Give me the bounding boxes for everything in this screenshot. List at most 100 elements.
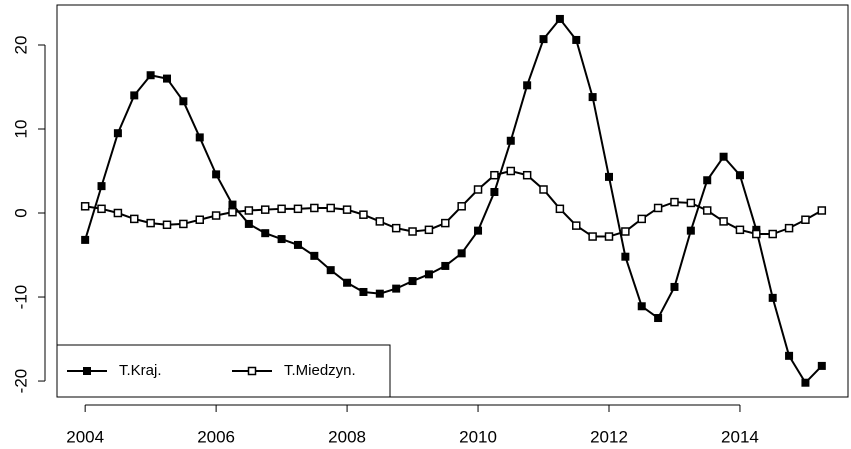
data-point xyxy=(113,129,122,138)
data-point xyxy=(490,170,499,180)
data-point xyxy=(703,176,712,185)
data-point xyxy=(539,35,548,44)
data-point xyxy=(359,287,368,296)
data-point xyxy=(211,211,221,220)
data-point xyxy=(277,204,286,214)
data-point xyxy=(310,251,319,260)
data-point xyxy=(539,185,548,194)
data-point xyxy=(588,232,597,241)
data-point xyxy=(686,226,695,235)
data-point xyxy=(523,81,532,90)
data-point xyxy=(261,229,270,238)
y-tick-label: 0 xyxy=(11,208,30,217)
data-point xyxy=(572,221,581,230)
data-point xyxy=(784,223,794,233)
legend-label: T.Kraj. xyxy=(119,362,162,379)
data-point xyxy=(244,206,254,215)
data-point xyxy=(326,203,335,213)
x-tick-label: 2014 xyxy=(721,427,759,446)
data-point xyxy=(801,378,810,387)
data-point xyxy=(686,198,696,208)
data-point xyxy=(195,133,204,142)
y-tick-label: 10 xyxy=(11,120,30,139)
data-point xyxy=(260,205,270,214)
data-point xyxy=(228,200,237,209)
data-point xyxy=(146,71,155,80)
data-point xyxy=(604,232,614,241)
data-point xyxy=(228,207,237,217)
data-point xyxy=(81,235,90,244)
data-point xyxy=(621,252,630,261)
data-point xyxy=(441,218,450,228)
data-point xyxy=(97,204,106,214)
x-tick-label: 2012 xyxy=(590,427,628,446)
data-point xyxy=(785,351,794,360)
data-point xyxy=(244,219,253,228)
data-point xyxy=(130,91,139,100)
data-point xyxy=(146,218,155,228)
data-point xyxy=(670,197,679,207)
data-point xyxy=(801,215,810,224)
data-point xyxy=(490,188,499,197)
data-point xyxy=(555,14,564,23)
data-point xyxy=(637,302,646,311)
data-point xyxy=(457,249,466,258)
data-point xyxy=(424,225,434,235)
data-point xyxy=(342,205,352,214)
data-point xyxy=(735,171,744,180)
data-point xyxy=(326,266,335,275)
data-point xyxy=(343,278,352,287)
data-point xyxy=(817,361,826,370)
data-point xyxy=(735,225,745,235)
y-tick-label: -20 xyxy=(11,369,30,394)
data-point xyxy=(474,226,483,235)
data-point xyxy=(457,202,466,211)
data-point xyxy=(604,172,613,181)
data-point xyxy=(80,202,90,211)
series-line xyxy=(84,17,823,385)
series-line xyxy=(85,169,823,238)
data-point xyxy=(506,136,515,145)
data-point xyxy=(588,93,597,102)
data-point xyxy=(162,220,172,230)
data-point xyxy=(195,215,204,224)
data-point xyxy=(506,166,516,176)
x-tick-label: 2010 xyxy=(459,427,497,446)
data-point xyxy=(97,182,106,191)
data-point xyxy=(637,214,646,224)
data-point xyxy=(293,204,303,214)
legend-marker xyxy=(83,367,91,375)
data-point xyxy=(719,152,728,161)
data-point xyxy=(654,314,663,323)
y-tick-label: 20 xyxy=(11,36,30,55)
data-point xyxy=(113,208,123,218)
data-point xyxy=(375,289,384,298)
data-point xyxy=(702,206,712,215)
data-point xyxy=(441,261,450,270)
data-point xyxy=(408,277,417,286)
x-tick-label: 2008 xyxy=(328,427,366,446)
data-point xyxy=(522,170,532,180)
legend-box xyxy=(56,344,391,398)
data-point xyxy=(817,206,827,215)
legend-marker xyxy=(247,366,257,376)
data-point xyxy=(572,35,581,44)
data-point xyxy=(179,219,188,229)
data-point xyxy=(653,203,663,213)
data-point xyxy=(179,97,188,106)
data-point xyxy=(212,170,221,179)
data-point xyxy=(719,217,728,226)
data-point xyxy=(359,210,368,219)
data-point xyxy=(392,284,401,293)
legend-label: T.Miedzyn. xyxy=(284,362,356,379)
data-point xyxy=(375,217,385,226)
data-point xyxy=(277,235,286,244)
data-point xyxy=(408,227,417,236)
data-point xyxy=(473,185,483,194)
plot-box xyxy=(56,4,849,398)
data-point xyxy=(555,204,565,214)
data-point xyxy=(768,293,777,302)
data-point xyxy=(424,270,433,279)
data-point xyxy=(768,229,777,239)
